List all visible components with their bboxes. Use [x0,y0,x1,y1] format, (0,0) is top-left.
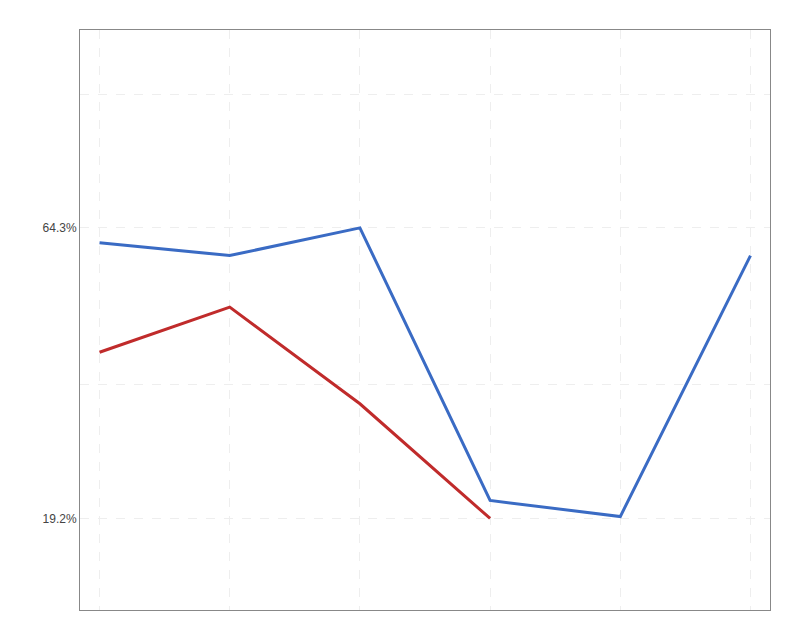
svg-text:64.3%: 64.3% [43,221,77,235]
svg-text:19.2%: 19.2% [43,512,77,526]
